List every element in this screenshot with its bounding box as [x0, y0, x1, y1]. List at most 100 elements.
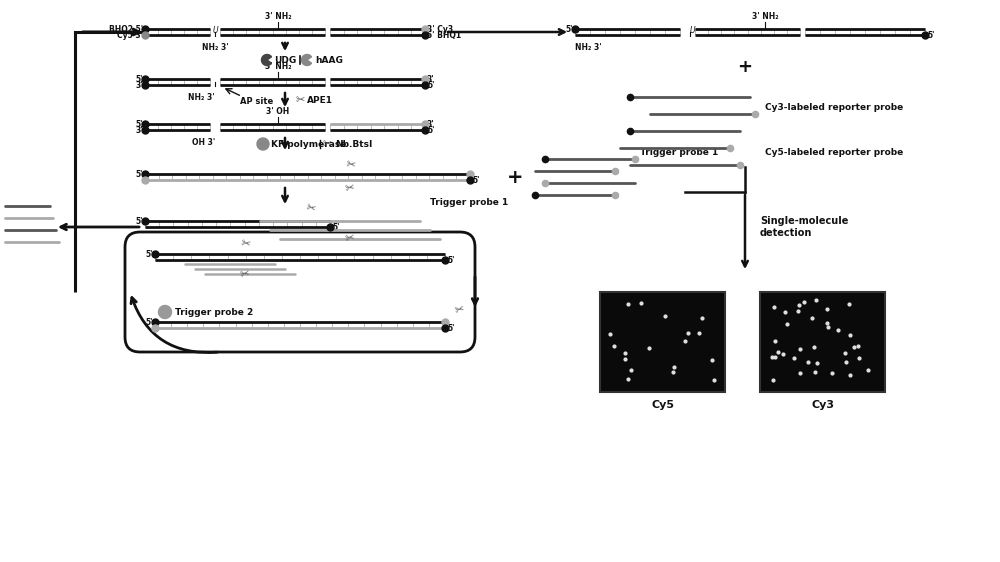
Point [691, 328, 707, 337]
Point [657, 311, 673, 320]
Text: Trigger probe 2: Trigger probe 2 [175, 307, 253, 316]
Point [677, 336, 693, 345]
Point [767, 337, 783, 346]
Text: 5': 5' [136, 120, 143, 129]
Text: 5': 5' [427, 80, 434, 89]
Point [665, 368, 681, 377]
Point [819, 305, 835, 314]
Point [790, 307, 806, 316]
Point [777, 307, 793, 316]
Point [830, 325, 846, 334]
Text: NH₂ 3': NH₂ 3' [575, 43, 602, 52]
Point [765, 375, 781, 384]
Text: 3' NH₂: 3' NH₂ [265, 61, 291, 70]
Wedge shape [302, 55, 312, 66]
Text: 5': 5' [332, 223, 340, 232]
Text: 3': 3' [135, 125, 143, 134]
Text: 3': 3' [427, 75, 435, 84]
Text: Single-molecule
detection: Single-molecule detection [760, 216, 848, 238]
Text: U: U [689, 26, 695, 35]
Point [620, 374, 636, 383]
Text: Trigger probe 1: Trigger probe 1 [430, 197, 508, 206]
Wedge shape [257, 138, 269, 150]
Point [786, 353, 802, 362]
Text: OH 3': OH 3' [192, 138, 215, 147]
Point [680, 328, 696, 337]
Point [819, 318, 835, 327]
Point [842, 370, 858, 379]
Point [791, 301, 807, 310]
Point [779, 320, 795, 329]
Text: 5': 5' [566, 25, 573, 34]
Point [850, 342, 866, 351]
Point [617, 349, 633, 358]
Text: Cy5-labeled reporter probe: Cy5-labeled reporter probe [765, 147, 903, 156]
Point [666, 362, 682, 371]
Point [792, 344, 808, 353]
Text: ✂: ✂ [345, 233, 355, 244]
Point [796, 297, 812, 306]
Point [800, 358, 816, 367]
Point [809, 358, 825, 367]
Point [694, 314, 710, 323]
Point [838, 357, 854, 366]
Text: 5': 5' [136, 216, 143, 225]
Point [633, 298, 649, 307]
Point [806, 343, 822, 352]
Text: Cy3: Cy3 [811, 400, 834, 410]
Text: 5': 5' [472, 175, 480, 184]
Point [837, 348, 853, 357]
Point [620, 300, 636, 309]
Point [766, 302, 782, 311]
Point [792, 368, 808, 377]
Text: 5': 5' [146, 250, 153, 259]
Text: BHQ2 5': BHQ2 5' [109, 25, 143, 34]
Point [775, 350, 791, 359]
Text: ✂: ✂ [240, 269, 250, 281]
Text: U: U [212, 26, 218, 35]
Text: 5': 5' [447, 256, 454, 265]
Point [846, 342, 862, 351]
Text: 5': 5' [136, 170, 143, 179]
Point [807, 368, 823, 377]
Text: Cy3-labeled reporter probe: Cy3-labeled reporter probe [765, 102, 903, 111]
Point [841, 300, 857, 309]
Point [767, 352, 783, 361]
Bar [600, 292, 725, 392]
Point [606, 341, 622, 350]
Text: Trigger probe 1: Trigger probe 1 [640, 147, 718, 156]
Text: 3': 3' [427, 120, 435, 129]
Point [617, 355, 633, 364]
Text: Cy5: Cy5 [651, 400, 674, 410]
Point [706, 375, 722, 384]
Text: 5' BHQ1: 5' BHQ1 [427, 30, 461, 39]
Text: 3' NH₂: 3' NH₂ [752, 11, 778, 20]
Point [602, 330, 618, 339]
Text: 5': 5' [927, 30, 934, 39]
Point [820, 322, 836, 331]
Point [851, 353, 867, 362]
Point [842, 330, 858, 339]
Text: AP site: AP site [240, 97, 273, 106]
Text: KF polymerase: KF polymerase [271, 139, 346, 148]
Text: Cy5 3': Cy5 3' [117, 30, 143, 39]
Point [770, 347, 786, 356]
Text: 3' NH₂: 3' NH₂ [265, 11, 291, 20]
Point [704, 355, 720, 364]
Text: APE1: APE1 [307, 96, 333, 105]
Point [641, 343, 657, 352]
Text: ✂: ✂ [295, 95, 305, 105]
Point [804, 314, 820, 323]
Point [764, 353, 780, 362]
Text: 5': 5' [146, 318, 153, 327]
Text: 3': 3' [135, 80, 143, 89]
Text: ✂: ✂ [304, 203, 316, 215]
Bar [760, 292, 885, 392]
Text: NH₂ 3': NH₂ 3' [202, 43, 228, 52]
Point [623, 365, 639, 374]
Wedge shape [262, 55, 272, 66]
Point [860, 365, 876, 374]
Text: 5': 5' [447, 324, 454, 333]
Text: ✂: ✂ [240, 238, 250, 250]
Text: +: + [738, 58, 753, 76]
